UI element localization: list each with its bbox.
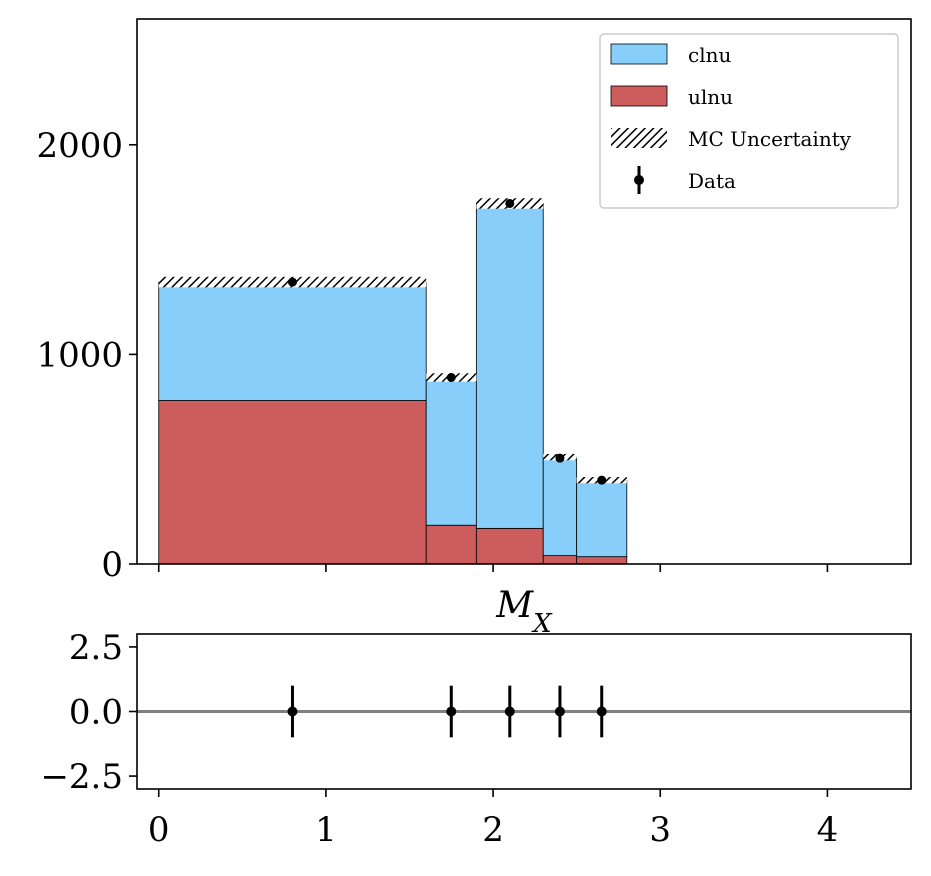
data-point-4 — [597, 475, 607, 485]
main-y-tick-label-1: 1000 — [36, 335, 123, 375]
pull-point-2 — [504, 706, 515, 717]
bar-clnu-4 — [576, 479, 628, 558]
pull-x-tick-label-0: 0 — [148, 810, 170, 850]
bar-clnu-3 — [542, 456, 578, 557]
main-axes-frame — [136, 18, 912, 565]
legend-data-label: Data — [688, 169, 736, 193]
legend-data-marker — [634, 166, 644, 194]
pull-point-0 — [287, 706, 298, 717]
pull-points — [287, 685, 607, 738]
bar-ulnu-1 — [425, 524, 477, 565]
legend-mc-uncertainty-label: MC Uncertainty — [688, 127, 852, 151]
pull-point-4 — [596, 706, 607, 717]
bar-clnu-2 — [475, 203, 544, 529]
pull-x-tick-label-3: 3 — [649, 810, 671, 850]
pull-x-tick-label-2: 2 — [482, 810, 504, 850]
legend-ulnu-swatch — [610, 85, 668, 107]
main-y-ticks: 0 1000 2000 — [36, 126, 137, 585]
legend: clnu ulnu MC Uncertainty Data — [599, 33, 899, 209]
main-histogram-panel: 0 1000 2000 clnu ulnu MC Uncertainty Data — [36, 18, 912, 585]
legend-clnu-swatch — [610, 43, 668, 65]
pull-x-tick-label-4: 4 — [817, 810, 839, 850]
bar-ulnu-3 — [542, 555, 578, 565]
pull-point-1 — [446, 706, 457, 717]
main-x-ticks — [157, 564, 829, 572]
pull-point-3 — [554, 706, 565, 717]
pull-x-tick-label-1: 1 — [315, 810, 337, 850]
data-point-2 — [505, 198, 515, 208]
bar-ulnu-4 — [576, 556, 628, 565]
bar-clnu-1 — [425, 377, 477, 526]
main-y-tick-label-0: 0 — [101, 545, 123, 585]
pull-y-tick-label-2: −2.5 — [40, 757, 123, 797]
main-y-tick-label-2: 2000 — [36, 126, 123, 166]
data-point-1 — [446, 372, 456, 382]
pull-y-tick-label-0: 2.5 — [69, 628, 123, 668]
x-axis-label: MX — [495, 585, 553, 639]
stacked-bars — [158, 203, 628, 565]
legend-frame — [599, 33, 899, 209]
bar-ulnu-0 — [158, 400, 427, 565]
data-point-3 — [555, 453, 565, 463]
legend-mc-uncertainty-swatch — [611, 128, 667, 148]
pull-x-ticks: 0 1 2 3 4 — [148, 789, 838, 850]
legend-ulnu-label: ulnu — [688, 85, 733, 109]
pull-y-ticks: 2.5 0.0 −2.5 — [40, 628, 137, 797]
data-point-0 — [287, 277, 297, 287]
data-points — [287, 198, 607, 485]
bar-clnu-0 — [158, 281, 427, 401]
legend-clnu-label: clnu — [688, 43, 731, 67]
bar-ulnu-2 — [475, 527, 544, 565]
pull-panel: 2.5 0.0 −2.5 0 1 2 3 4 — [40, 628, 912, 850]
pull-y-tick-label-1: 0.0 — [69, 693, 123, 733]
